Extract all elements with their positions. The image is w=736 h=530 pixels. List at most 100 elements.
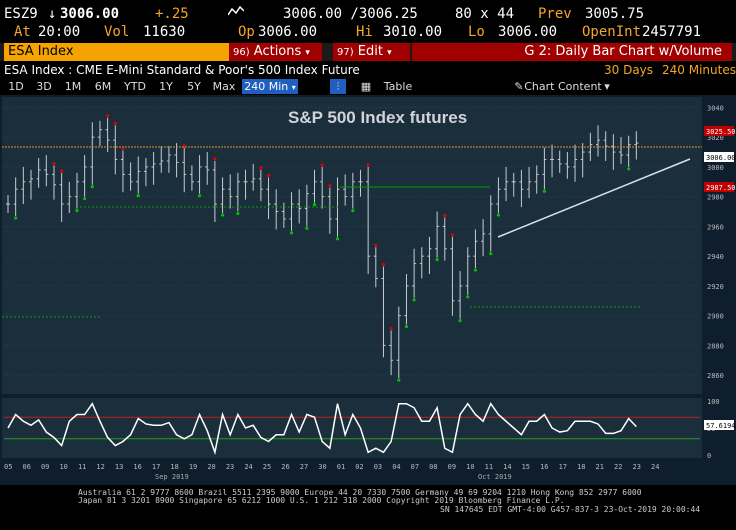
price-bar [327,184,332,234]
open-label: Op [238,24,255,40]
month-label-oct: Oct 2019 [478,473,512,481]
price-bar [166,146,171,173]
chart-title-bar: G 2: Daily Bar Chart w/Volume [412,43,732,61]
tab-5y[interactable]: 5Y [187,80,201,93]
hi-value: 3010.00 [383,24,443,40]
prev-value: 3005.75 [585,6,645,22]
price-bars [6,114,639,382]
chart-type-icon[interactable]: ⫶ [330,79,346,94]
price-bar [473,229,478,272]
bid-ask: 3006.00 /3006.25 [283,6,418,22]
oscillator: 100500 [4,398,720,460]
x-tick-label: 13 [115,463,123,471]
sell-marker [381,262,386,267]
osc-tick-label: 100 [707,398,720,406]
vol-label: Vol [104,24,130,40]
tab-ytd[interactable]: YTD [124,80,146,93]
price-bar [21,166,26,205]
sparkline-icon [227,5,245,21]
price-bar [350,172,355,213]
price-bar [189,165,194,191]
prev-label: Prev [538,6,572,22]
price-bar [596,125,601,157]
security-description: ESA Index : CME E-Mini Standard & Poor's… [4,63,360,77]
at-label: At [14,24,31,40]
chart-content-button[interactable]: Chart Content [524,80,602,93]
hi-price-tag [704,126,734,136]
x-tick-label: 11 [78,463,86,471]
tab-max[interactable]: Max [212,80,236,93]
buy-marker [404,324,409,329]
x-tick-label: 21 [596,463,604,471]
y-tick-label: 2960 [707,223,724,231]
price-bar [136,156,141,198]
x-tick-label: 09 [448,463,456,471]
chevron-down-icon: ▾ [305,48,310,58]
price-bar [534,165,539,194]
tab-240min[interactable]: 240 Min ▾ [242,79,298,94]
table-button[interactable]: Table [383,80,413,93]
price-bar [312,169,317,207]
buy-marker [197,194,202,198]
price-bar [266,173,271,219]
x-tick-label: 10 [59,463,67,471]
at-time: 20:00 [38,24,81,40]
x-tick-label: 09 [41,463,49,471]
hi-label: Hi [356,24,373,40]
ticker: ESZ9 [4,6,38,22]
price-bar [6,195,10,214]
tab-1y[interactable]: 1Y [159,80,173,93]
footer-line-1: Australia 61 2 9777 8600 Brazil 5511 239… [78,488,642,497]
sell-marker [121,146,125,151]
chart-content-icon[interactable]: ✎ [514,80,524,93]
y-tick-label: 3020 [707,134,724,142]
y-tick-label: 2860 [707,372,724,380]
footer-line-3: SN 147645 EDT GMT-4:00 G457-837-3 23-Oct… [440,505,701,514]
chevron-down-icon: ▾ [387,48,392,58]
edit-button[interactable]: 97) Edit ▾ [333,43,410,61]
sell-marker [106,114,110,118]
buy-marker [14,216,18,220]
x-tick-label: 02 [355,463,363,471]
footer: Australia 61 2 9777 8600 Brazil 5511 239… [0,486,736,530]
sell-marker [266,173,271,177]
price-bar [51,161,56,200]
sell-marker [443,213,447,218]
edit-number: 97) [337,47,354,58]
tab-1m[interactable]: 1M [64,80,82,93]
tab-1d[interactable]: 1D [8,80,24,93]
sell-marker [389,326,393,331]
price-bar [159,146,164,173]
x-tick-label: 15 [522,463,530,471]
x-tick-label: 10 [466,463,474,471]
buy-marker [542,189,546,193]
price-bar [120,146,125,193]
tab-6m[interactable]: 6M [94,80,112,93]
x-tick-label: 24 [651,463,659,471]
table-icon[interactable]: ▦ [360,80,372,93]
price-bar [465,247,470,299]
trendline [497,158,691,238]
y-tick-label: 2980 [707,194,724,202]
openint-label: OpenInt [582,24,642,40]
buy-marker [397,378,401,382]
price-bar [442,213,447,261]
lo-price-tag [704,182,734,192]
chevron-down-icon[interactable]: ▾ [604,80,610,93]
x-tick-label: 07 [411,463,419,471]
security-field[interactable]: ESA Index [4,43,230,61]
price-bar [304,184,309,231]
sell-marker [182,143,186,148]
price-bar [603,131,608,161]
actions-button[interactable]: 96) Actions ▾ [229,43,322,61]
x-tick-label: 18 [577,463,585,471]
x-tick-label: 01 [337,463,345,471]
range-label: 30 Days [604,63,654,77]
price-chart[interactable]: 3040 3020 3000 2980 2960 2940 2920 2900 2880 2860… [0,95,736,530]
price-bar [82,155,87,201]
buy-marker [335,237,340,241]
buy-marker [289,231,294,235]
lo-price-tag-label: 2987.50 [706,184,736,192]
buy-marker [83,197,87,201]
tab-3d[interactable]: 3D [36,80,52,93]
